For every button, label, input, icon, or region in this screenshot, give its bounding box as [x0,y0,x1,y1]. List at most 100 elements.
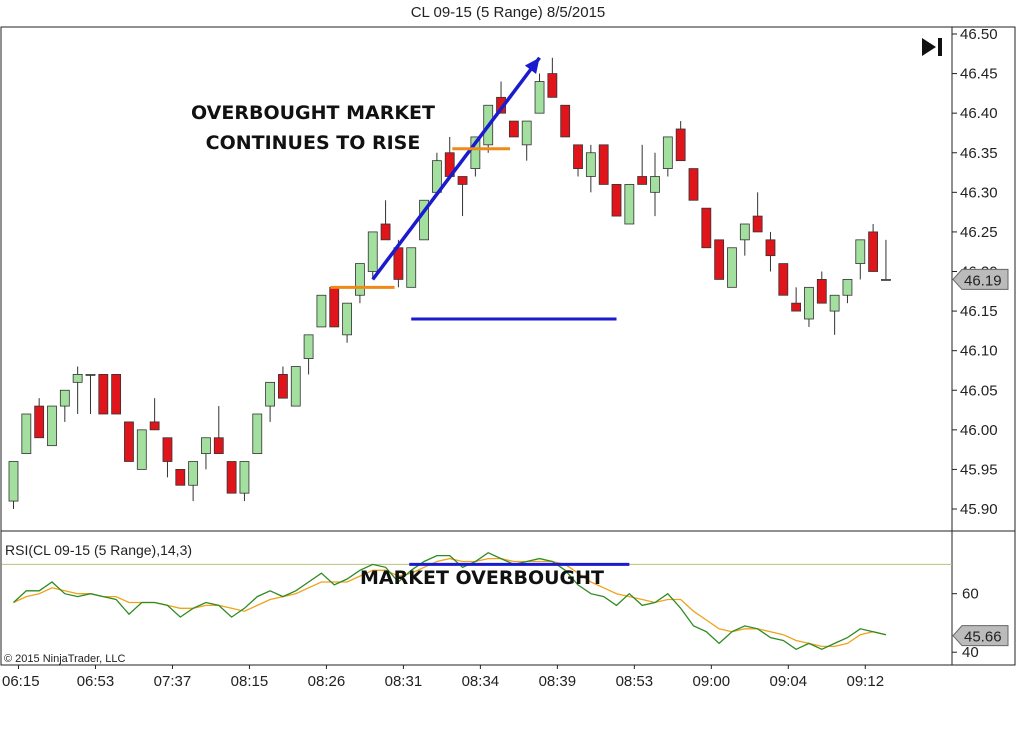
candle [727,247,737,288]
candle-body-down [149,421,160,431]
candle-body-down [547,73,558,98]
time-tick-label: 07:37 [154,673,192,690]
time-tick-label: 08:26 [308,673,346,690]
annotations: OVERBOUGHT MARKET CONTINUES TO RISE [191,56,617,321]
candle-body-down [791,302,802,312]
candle [457,176,468,217]
price-tick-label: 46.45 [960,66,998,83]
candle-body-up [624,184,635,225]
rsi-annotation-text: MARKET OVERBOUGHT [360,567,604,589]
candle [316,294,327,328]
candle [701,207,712,249]
candle [239,461,250,502]
candle-body-down [457,176,468,185]
candle-body-up [201,437,211,454]
candle-body-up [8,461,19,502]
candle-body-down [226,461,237,494]
candle [778,263,789,296]
candle [406,247,417,288]
candle [8,461,19,509]
annotation-text-line: OVERBOUGHT MARKET [191,102,435,124]
candle [675,121,686,162]
candle [72,366,83,414]
candle-body-up [290,366,301,407]
candle [534,73,545,114]
rsi-last-value-shape [952,625,1009,647]
annotation-text-line: CONTINUES TO RISE [206,132,421,154]
candle [521,120,532,161]
candle [290,366,301,407]
candle [85,374,96,414]
candle-body-down [560,104,571,138]
candle-body-up [739,223,750,241]
candle [573,144,583,177]
candle-body-up [406,247,417,288]
candle-body-up [881,279,891,281]
candle [688,168,699,201]
chart-title: CL 09-15 (5 Range) 8/5/2015 [410,4,606,21]
candle [868,224,879,272]
candle-body-down [329,286,340,328]
last-price-marker-shape [952,268,1009,290]
candle [624,184,635,225]
candle-body-up [662,136,673,169]
candle-body-up [585,152,596,177]
candle-body-up [534,81,545,114]
candle [136,429,147,470]
candle-body-up [804,286,814,320]
candle [791,287,802,312]
candle [714,239,725,280]
time-tick-label: 08:34 [462,673,500,690]
candle [842,279,853,304]
rsi-series-line [13,551,887,651]
candle [342,302,352,343]
time-tick-label: 09:00 [693,673,731,690]
candle-body-down [393,247,404,280]
time-tick-label: 08:39 [539,673,577,690]
candle [508,120,519,138]
candle-body-up [521,120,532,146]
price-tick-label: 46.05 [960,382,998,399]
trend-arrow-line [371,56,541,281]
price-tick-label: 45.90 [960,501,998,518]
scroll-to-end-icon[interactable] [922,38,942,56]
candle-body-down [598,144,609,185]
candle [650,152,660,217]
last-price-label: 46.19 [964,272,1002,289]
price-panel-frame [0,26,1016,532]
candle-body-up [303,334,314,359]
candle-body-down [816,279,827,304]
candle [598,144,609,185]
time-tick-label: 08:31 [385,673,423,690]
candle-body-up [842,279,853,296]
price-tick-label: 46.40 [960,105,998,122]
candle [226,461,237,494]
time-tick-label: 09:04 [770,673,808,690]
time-tick-label: 09:12 [847,673,885,690]
candle-body-up [316,294,327,328]
candle [21,413,32,454]
rsi-tick-label: 60 [962,586,979,603]
candle [547,57,558,98]
candle [355,263,365,304]
candle [560,104,571,138]
trend-arrow-head [524,57,540,74]
copyright-text: © 2015 NinjaTrader, LLC [4,653,125,665]
time-tick-label: 06:15 [2,673,40,690]
candle [149,398,160,431]
time-axis: 06:15 06:53 07:37 08:15 08:26 08:31 08:34 08:39… [2,665,884,690]
candle [380,200,391,241]
candle [765,231,776,272]
candle-body-down [714,239,725,280]
candle [47,405,57,447]
candle-body-up [72,374,83,383]
candle [278,366,288,399]
rsi-last-value-label: 45.66 [964,629,1002,646]
candle-body-down [868,231,879,272]
time-tick-label: 06:53 [77,673,115,690]
candle [611,184,622,217]
time-tick-label: 08:53 [616,673,654,690]
price-tick-label: 46.35 [960,145,998,162]
candle [98,374,109,415]
time-tick-label: 08:15 [231,673,269,690]
